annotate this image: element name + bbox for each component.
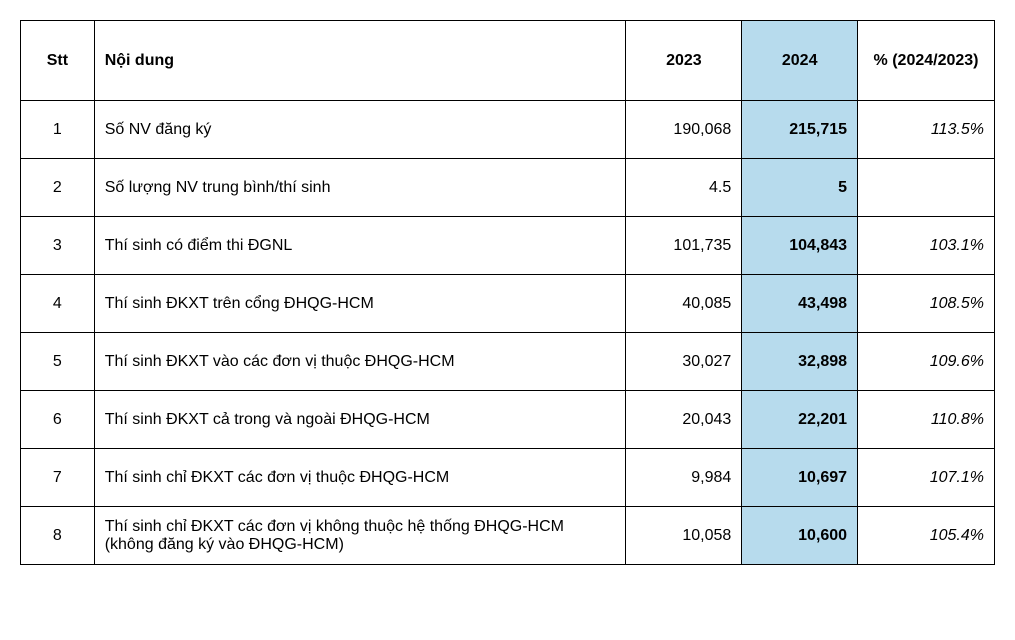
cell-pct: 108.5% (858, 275, 995, 333)
cell-nd: Thí sinh ĐKXT trên cổng ĐHQG-HCM (94, 275, 626, 333)
cell-pct: 105.4% (858, 507, 995, 565)
cell-nd: Thí sinh có điểm thi ĐGNL (94, 217, 626, 275)
comparison-table: Stt Nội dung 2023 2024 % (2024/2023) 1 S… (20, 20, 995, 565)
cell-2024: 10,697 (742, 449, 858, 507)
table-row: 8 Thí sinh chỉ ĐKXT các đơn vị không thu… (21, 507, 995, 565)
cell-stt: 4 (21, 275, 95, 333)
table-row: 6 Thí sinh ĐKXT cả trong và ngoài ĐHQG-H… (21, 391, 995, 449)
cell-2023: 101,735 (626, 217, 742, 275)
cell-pct (858, 159, 995, 217)
cell-2024: 5 (742, 159, 858, 217)
cell-nd: Thí sinh chỉ ĐKXT các đơn vị không thuộc… (94, 507, 626, 565)
cell-2023: 10,058 (626, 507, 742, 565)
cell-nd: Số NV đăng ký (94, 101, 626, 159)
cell-stt: 7 (21, 449, 95, 507)
cell-2023: 20,043 (626, 391, 742, 449)
cell-2024: 43,498 (742, 275, 858, 333)
table-body: 1 Số NV đăng ký 190,068 215,715 113.5% 2… (21, 101, 995, 565)
header-noidung: Nội dung (94, 21, 626, 101)
header-2023: 2023 (626, 21, 742, 101)
cell-pct: 107.1% (858, 449, 995, 507)
table-row: 4 Thí sinh ĐKXT trên cổng ĐHQG-HCM 40,08… (21, 275, 995, 333)
cell-2024: 10,600 (742, 507, 858, 565)
cell-nd: Thí sinh ĐKXT vào các đơn vị thuộc ĐHQG-… (94, 333, 626, 391)
cell-pct: 109.6% (858, 333, 995, 391)
cell-2023: 30,027 (626, 333, 742, 391)
cell-nd: Số lượng NV trung bình/thí sinh (94, 159, 626, 217)
header-2024: 2024 (742, 21, 858, 101)
cell-2024: 104,843 (742, 217, 858, 275)
cell-2024: 22,201 (742, 391, 858, 449)
cell-stt: 8 (21, 507, 95, 565)
table-row: 2 Số lượng NV trung bình/thí sinh 4.5 5 (21, 159, 995, 217)
cell-pct: 110.8% (858, 391, 995, 449)
header-stt: Stt (21, 21, 95, 101)
table-row: 7 Thí sinh chỉ ĐKXT các đơn vị thuộc ĐHQ… (21, 449, 995, 507)
cell-pct: 103.1% (858, 217, 995, 275)
cell-2024: 32,898 (742, 333, 858, 391)
cell-stt: 6 (21, 391, 95, 449)
cell-nd: Thí sinh ĐKXT cả trong và ngoài ĐHQG-HCM (94, 391, 626, 449)
cell-stt: 1 (21, 101, 95, 159)
table-row: 1 Số NV đăng ký 190,068 215,715 113.5% (21, 101, 995, 159)
table-header: Stt Nội dung 2023 2024 % (2024/2023) (21, 21, 995, 101)
cell-stt: 2 (21, 159, 95, 217)
cell-stt: 3 (21, 217, 95, 275)
table-row: 5 Thí sinh ĐKXT vào các đơn vị thuộc ĐHQ… (21, 333, 995, 391)
cell-2023: 190,068 (626, 101, 742, 159)
cell-2024: 215,715 (742, 101, 858, 159)
cell-2023: 9,984 (626, 449, 742, 507)
cell-2023: 40,085 (626, 275, 742, 333)
cell-nd: Thí sinh chỉ ĐKXT các đơn vị thuộc ĐHQG-… (94, 449, 626, 507)
cell-stt: 5 (21, 333, 95, 391)
header-pct: % (2024/2023) (858, 21, 995, 101)
cell-pct: 113.5% (858, 101, 995, 159)
cell-2023: 4.5 (626, 159, 742, 217)
table-row: 3 Thí sinh có điểm thi ĐGNL 101,735 104,… (21, 217, 995, 275)
